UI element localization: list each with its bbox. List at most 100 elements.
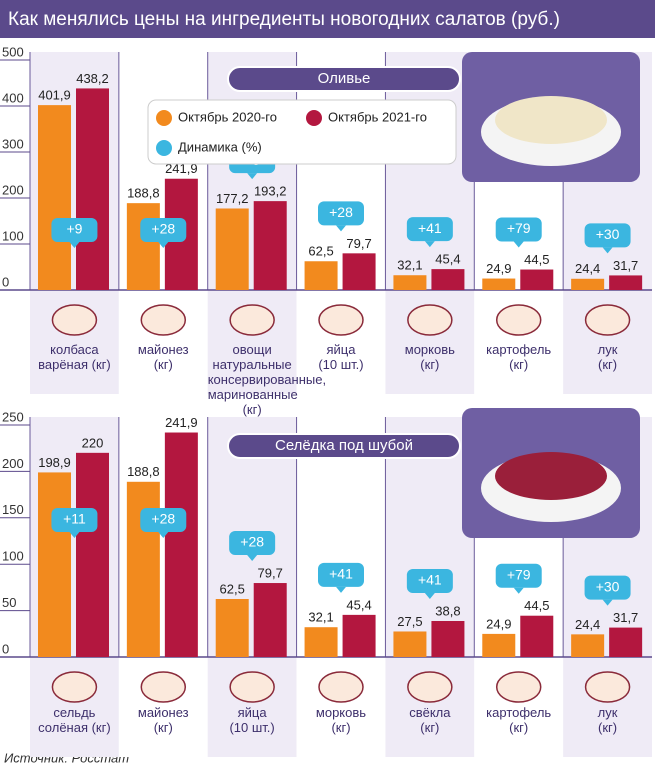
value-label: 241,9 [165,161,198,176]
legend-swatch [156,110,172,126]
change-badge [406,568,453,593]
legend-label: Динамика (%) [178,139,262,154]
y-tick-label: 200 [2,182,24,197]
value-label: 241,9 [165,415,198,430]
badge-pointer [69,532,80,538]
badge-pointer [602,247,613,254]
value-label: 79,7 [258,565,283,580]
change-label: +28 [329,204,353,220]
value-label: 31,7 [613,258,638,273]
value-label: 24,4 [575,261,600,276]
value-label: 177,2 [216,191,249,206]
category-label: морковь (кг) [404,342,455,372]
change-label: +79 [507,566,531,582]
badge-pointer [336,225,346,232]
bar [342,253,376,290]
bar [431,269,465,290]
badge-pointer [158,532,169,538]
change-badge [140,218,187,242]
badge-pointer [513,241,524,248]
chart-title: Селёдка под шубой [275,437,413,454]
bar [520,615,554,657]
change-badge [51,508,98,532]
bar [393,275,427,290]
change-badge [406,217,453,242]
category-label: лук (кг) [597,705,618,735]
badge-pointer [602,599,613,606]
change-label: +11 [63,511,86,527]
change-label: +41 [418,572,442,588]
food-icon [584,671,631,703]
food-top [495,452,607,500]
food-top [495,96,607,144]
value-label: 188,8 [127,464,160,479]
bar [609,275,643,290]
value-label: 220 [82,435,104,450]
legend-label: Октябрь 2020-го [178,109,277,124]
category-label: колбаса варёная (кг) [38,342,111,372]
change-label: +30 [596,578,620,594]
legend-swatch [306,110,322,126]
bar [253,201,287,290]
change-label: +28 [151,221,175,237]
change-badge [495,563,542,588]
food-icon [51,671,98,703]
food-icon [318,671,364,703]
value-label: 79,7 [346,236,371,251]
bar [76,88,109,290]
value-label: 44,5 [524,252,549,267]
badge-pointer [513,587,524,594]
badge-pointer [69,242,80,248]
category-label: картофель (кг) [486,342,552,372]
change-label: +41 [329,566,353,582]
y-tick-label: 250 [2,409,24,424]
badge-pointer [158,242,169,248]
value-label: 45,4 [435,252,460,267]
category-label: яйца (10 шт.) [229,705,275,735]
food-icon [318,304,364,336]
title-bar [0,0,655,38]
value-label: 62,5 [308,244,333,259]
bar [431,620,465,657]
y-tick-label: 50 [2,595,16,610]
y-tick-label: 200 [2,456,24,471]
bar [76,452,109,657]
page-title: Как менялись цены на ингредиенты новогод… [8,9,560,30]
value-label: 32,1 [308,610,333,625]
bar [482,633,516,657]
value-label: 438,2 [76,71,109,86]
legend-box [147,99,457,165]
badge-pointer [424,592,435,599]
food-icon [51,304,98,336]
food-icon [407,304,453,336]
y-tick-label: 300 [2,136,24,151]
value-label: 24,9 [486,616,511,631]
change-label: +28 [151,511,175,527]
bar [215,599,249,657]
bar [609,627,643,657]
food-icon [229,304,275,336]
category-label: майонез (кг) [137,342,189,372]
bar [520,269,554,290]
category-label: картофель (кг) [486,705,552,735]
bar [342,614,376,657]
y-tick-label: 0 [2,641,9,656]
value-label: 188,8 [127,186,160,201]
bar [164,432,198,657]
bar [215,208,249,290]
value-label: 62,5 [220,581,245,596]
value-label: 401,9 [38,88,71,103]
value-label: 24,9 [486,261,511,276]
change-badge [495,217,542,242]
change-badge [584,223,631,248]
badge-pointer [424,241,435,248]
value-label: 32,1 [397,258,422,273]
value-label: 31,7 [613,610,638,625]
category-label: сельдь солёная (кг) [38,705,111,735]
bar [571,634,605,657]
change-badge [51,218,98,242]
category-label: майонез (кг) [137,705,189,735]
y-tick-label: 100 [2,549,24,564]
